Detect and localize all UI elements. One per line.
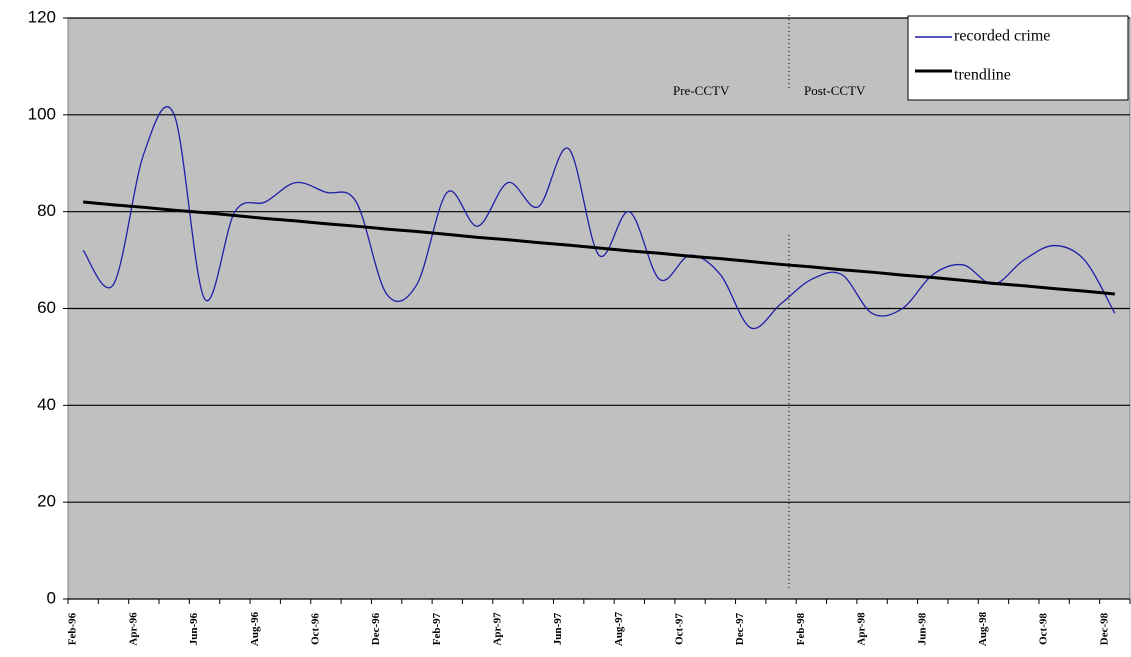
x-tick-label: Aug-96 — [249, 611, 261, 646]
legend — [907, 15, 1129, 101]
x-tick-label: Dec-98 — [1098, 612, 1110, 645]
y-tick-label: 40 — [37, 395, 56, 414]
x-tick-label: Oct-98 — [1038, 613, 1050, 645]
legend-label: trendline — [954, 67, 1011, 84]
annotation: Post-CCTV — [804, 83, 866, 98]
legend-label: recorded crime — [954, 28, 1050, 45]
x-tick-label: Aug-97 — [613, 611, 625, 646]
x-tick-label: Feb-96 — [67, 612, 79, 645]
x-tick-label: Apr-96 — [127, 612, 139, 646]
x-tick-label: Oct-97 — [674, 613, 686, 645]
x-tick-label: Oct-96 — [309, 613, 321, 645]
y-tick-label: 120 — [28, 7, 56, 26]
x-tick-label: Jun-97 — [552, 612, 564, 645]
x-tick-label: Dec-97 — [734, 612, 746, 645]
x-tick-label: Dec-96 — [370, 612, 382, 645]
x-tick-label: Aug-98 — [977, 611, 989, 646]
x-tick-label: Jun-98 — [916, 612, 928, 645]
y-tick-label: 80 — [37, 201, 56, 220]
x-tick-label: Apr-97 — [492, 612, 504, 646]
trend-line — [83, 200, 1115, 296]
x-tick-label: Apr-98 — [856, 612, 868, 646]
y-tick-label: 60 — [37, 298, 56, 317]
y-tick-label: 0 — [47, 588, 56, 607]
x-tick-label: Feb-97 — [431, 612, 443, 645]
x-tick-label: Feb-98 — [795, 612, 807, 645]
y-tick-label: 20 — [37, 492, 56, 511]
x-tick-label: Jun-96 — [188, 612, 200, 645]
y-tick-label: 100 — [28, 104, 56, 123]
annotation: Pre-CCTV — [673, 83, 730, 98]
